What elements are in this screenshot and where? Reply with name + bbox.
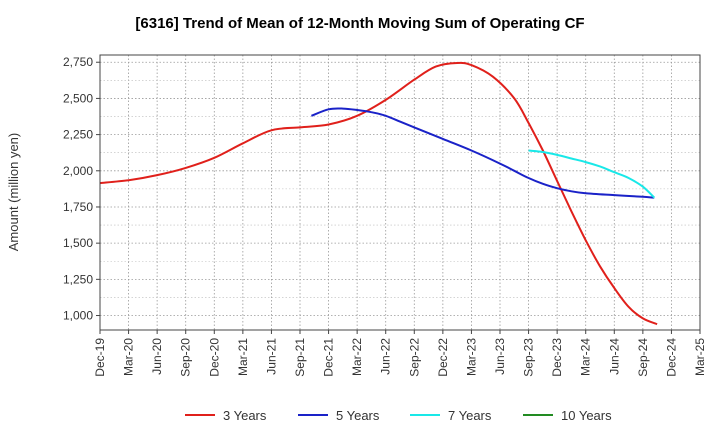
y-axis-ticks: 1,000 1,250 1,500 1,750 2,000 2,250 2,500 2,750 (63, 55, 100, 323)
y-tick-label: 1,750 (63, 200, 93, 214)
x-tick-label: Dec-23 (550, 338, 564, 377)
y-tick-label: 2,250 (63, 128, 93, 142)
series-line-3-years (99, 61, 658, 326)
x-tick-label: Mar-20 (122, 338, 136, 376)
y-axis-label: Amount (million yen) (6, 133, 21, 252)
y-tick-label: 1,000 (63, 309, 93, 323)
x-tick-label: Sep-24 (636, 338, 650, 377)
x-tick-label: Dec-20 (207, 338, 221, 377)
x-tick-label: Sep-21 (293, 338, 307, 377)
y-tick-label: 1,500 (63, 236, 93, 250)
legend-label: 3 Years (223, 408, 267, 423)
x-tick-label: Sep-23 (522, 338, 536, 377)
x-tick-label: Sep-22 (407, 338, 421, 377)
x-tick-label: Jun-22 (379, 338, 393, 375)
y-tick-label: 2,500 (63, 91, 93, 105)
x-tick-label: Mar-22 (350, 338, 364, 376)
plot-area-frame (99, 54, 701, 331)
x-tick-label: Mar-24 (579, 338, 593, 376)
x-tick-label: Dec-19 (93, 338, 107, 377)
y-tick-label: 2,750 (63, 55, 93, 69)
x-tick-label: Jun-23 (493, 338, 507, 375)
x-tick-label: Dec-21 (322, 338, 336, 377)
legend: 3 Years 5 Years 7 Years 10 Years (185, 408, 612, 423)
x-tick-label: Jun-24 (607, 338, 621, 375)
x-tick-label: Jun-20 (150, 338, 164, 375)
legend-label: 10 Years (561, 408, 612, 423)
x-tick-label: Jun-21 (264, 338, 278, 375)
x-tick-label: Mar-23 (464, 338, 478, 376)
x-tick-label: Dec-24 (664, 338, 678, 377)
x-tick-label: Mar-21 (236, 338, 250, 376)
series-line-7-years (528, 149, 655, 199)
x-tick-label: Mar-25 (693, 338, 707, 376)
x-tick-label: Dec-22 (436, 338, 450, 377)
series-line-5-years (311, 107, 655, 199)
y-tick-label: 1,250 (63, 272, 93, 286)
y-tick-label: 2,000 (63, 164, 93, 178)
x-tick-label: Sep-20 (179, 338, 193, 377)
legend-label: 5 Years (336, 408, 380, 423)
x-axis-ticks: Dec-19 Mar-20 Jun-20 Sep-20 Dec-20 Mar-21 Jun-… (93, 330, 707, 377)
grid (99, 55, 701, 330)
series-lines (99, 61, 658, 326)
legend-label: 7 Years (448, 408, 492, 423)
chart-title: [6316] Trend of Mean of 12-Month Moving … (135, 15, 584, 32)
